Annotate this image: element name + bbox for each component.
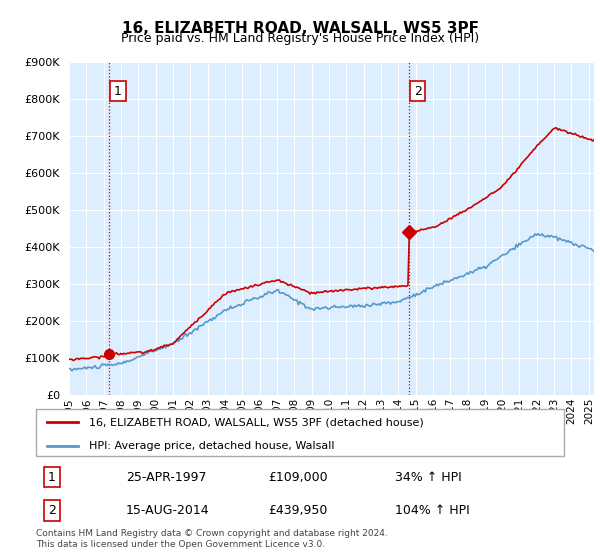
Text: Contains HM Land Registry data © Crown copyright and database right 2024.
This d: Contains HM Land Registry data © Crown c… — [36, 529, 388, 549]
Text: £109,000: £109,000 — [268, 471, 328, 484]
Text: 25-APR-1997: 25-APR-1997 — [126, 471, 206, 484]
Text: HPI: Average price, detached house, Walsall: HPI: Average price, detached house, Wals… — [89, 441, 334, 451]
Text: 16, ELIZABETH ROAD, WALSALL, WS5 3PF: 16, ELIZABETH ROAD, WALSALL, WS5 3PF — [121, 21, 479, 36]
Text: 1: 1 — [48, 471, 56, 484]
Text: 16, ELIZABETH ROAD, WALSALL, WS5 3PF (detached house): 16, ELIZABETH ROAD, WALSALL, WS5 3PF (de… — [89, 417, 424, 427]
Text: 15-AUG-2014: 15-AUG-2014 — [126, 504, 209, 517]
Text: 2: 2 — [48, 504, 56, 517]
Text: 1: 1 — [114, 85, 122, 97]
Text: 104% ↑ HPI: 104% ↑ HPI — [395, 504, 470, 517]
Text: 34% ↑ HPI: 34% ↑ HPI — [395, 471, 462, 484]
Text: Price paid vs. HM Land Registry's House Price Index (HPI): Price paid vs. HM Land Registry's House … — [121, 32, 479, 45]
FancyBboxPatch shape — [36, 409, 564, 456]
Text: £439,950: £439,950 — [268, 504, 328, 517]
Text: 2: 2 — [413, 85, 422, 97]
